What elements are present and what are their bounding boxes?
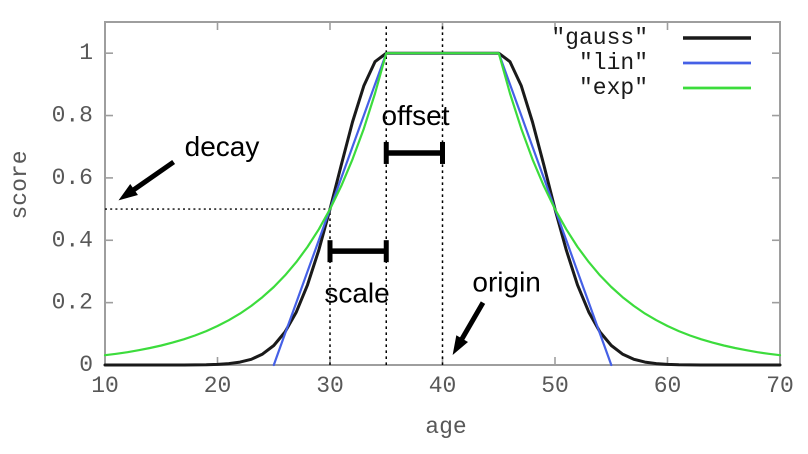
- annotation-label-offset: offset: [382, 100, 450, 131]
- annotation-label-scale: scale: [324, 277, 389, 308]
- x-tick-label: 40: [429, 373, 457, 399]
- x-tick-label: 20: [204, 373, 232, 399]
- y-tick-label: 0: [79, 352, 93, 378]
- x-tick-label: 50: [541, 373, 569, 399]
- legend: "gauss""lin""exp": [551, 25, 751, 101]
- annotation-label-origin: origin: [472, 267, 540, 298]
- x-tick-label: 70: [766, 373, 794, 399]
- x-tick-label: 60: [654, 373, 682, 399]
- legend-label-lin: "lin": [579, 50, 648, 76]
- annotation-arrow-head-origin: [452, 335, 468, 356]
- x-tick-label: 30: [316, 373, 344, 399]
- y-tick-label: 0.2: [52, 290, 93, 316]
- y-axis-label: score: [7, 150, 33, 219]
- legend-label-exp: "exp": [579, 75, 648, 101]
- annotation-arrow-head-decay: [118, 183, 138, 201]
- y-tick-label: 0.8: [52, 103, 93, 129]
- y-tick-label: 0.4: [52, 227, 93, 253]
- series-line-exp: [103, 52, 782, 357]
- x-axis-label: age: [425, 414, 466, 440]
- legend-label-gauss: "gauss": [551, 25, 648, 51]
- x-tick-label: 10: [91, 373, 119, 399]
- annotation-arrow-shaft-decay: [125, 159, 176, 197]
- annotation-label-decay: decay: [185, 131, 260, 162]
- plot-border: [104, 21, 781, 366]
- y-tick-label: 1: [79, 40, 93, 66]
- y-tick-label: 0.6: [52, 165, 93, 191]
